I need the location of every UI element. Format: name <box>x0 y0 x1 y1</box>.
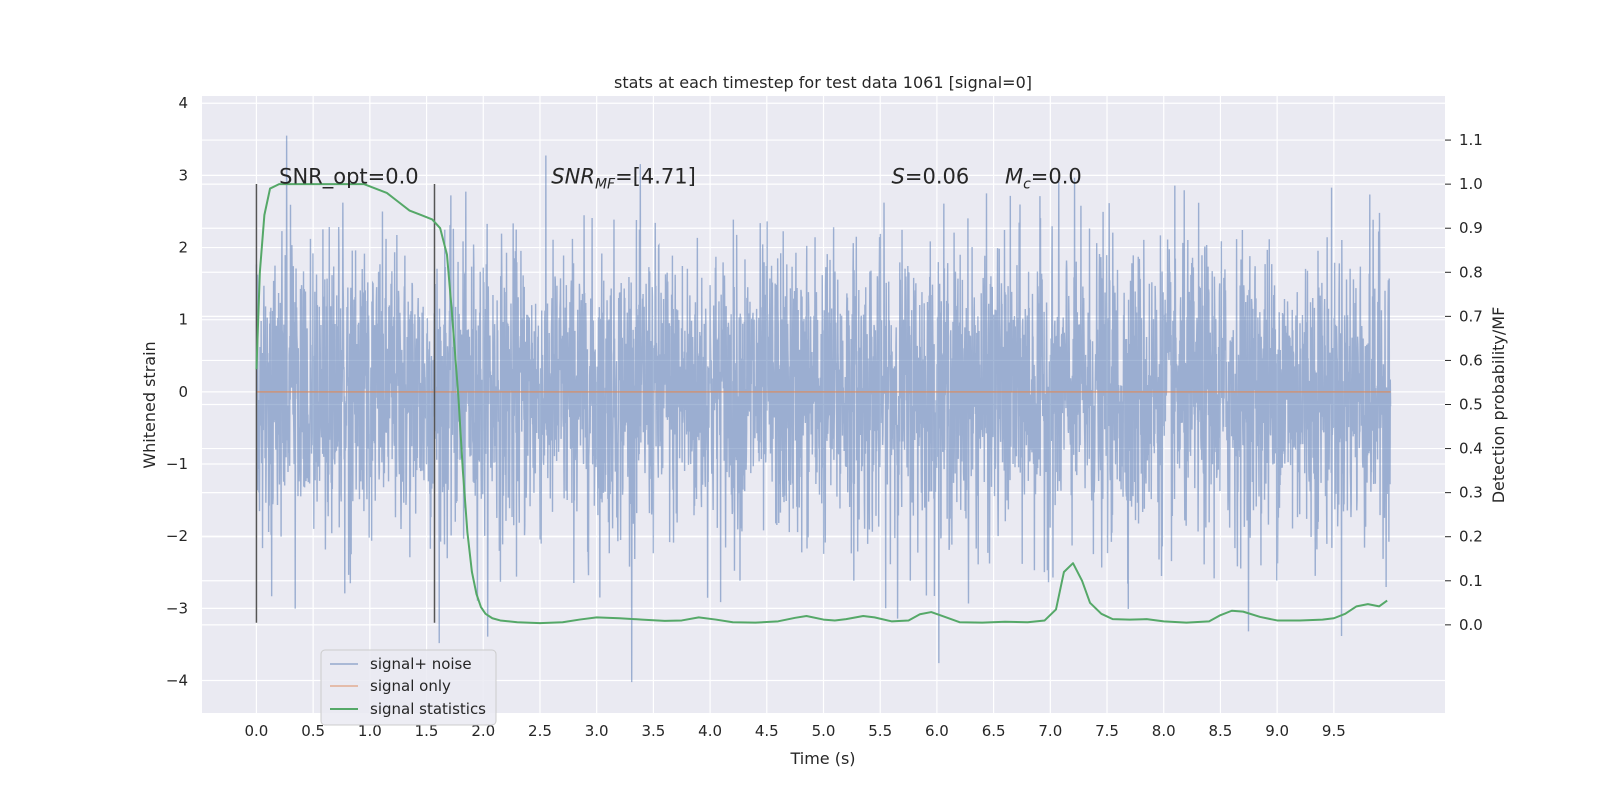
y2-tick-label: 1.1 <box>1459 131 1483 149</box>
y2-tick-label: 0.0 <box>1459 616 1483 634</box>
x-tick-label: 3.5 <box>641 722 665 740</box>
legend: signal+ noise signal only signal statist… <box>320 649 497 726</box>
y2-tick-label: 0.7 <box>1459 307 1483 325</box>
x-tick-label: 3.0 <box>585 722 609 740</box>
y-tick-label: 1 <box>178 311 188 329</box>
x-tick-label: 0.0 <box>245 722 269 740</box>
y-tick-label: −4 <box>166 672 188 690</box>
y2-tick-label: 0.6 <box>1459 351 1483 369</box>
x-tick-label: 7.5 <box>1095 722 1119 740</box>
annotation-0: SNR_opt=0.0 <box>279 164 419 189</box>
x-tick-label: 1.0 <box>358 722 382 740</box>
vertical-markers <box>255 184 436 623</box>
legend-label-noise: signal+ noise <box>370 655 472 673</box>
x-tick-label: 5.5 <box>868 722 892 740</box>
signal-statistics-line <box>255 183 1388 625</box>
y2-tick-label: 0.8 <box>1459 263 1483 281</box>
y2-tick-label: 0.4 <box>1459 440 1483 458</box>
y2-tick-label: 0.5 <box>1459 396 1483 414</box>
x-tick-label: 4.0 <box>698 722 722 740</box>
x-tick-label: 2.5 <box>528 722 552 740</box>
y-tick-label: −1 <box>166 455 188 473</box>
annotation-2: S=0.06 <box>892 164 970 188</box>
x-tick-label: 9.0 <box>1265 722 1289 740</box>
x-tick-label: 0.5 <box>301 722 325 740</box>
x-axis-label: Time (s) <box>789 749 855 768</box>
x-tick-label: 5.0 <box>812 722 836 740</box>
x-tick-label: 6.0 <box>925 722 949 740</box>
x-tick-label: 4.5 <box>755 722 779 740</box>
x-axis-ticks: 0.0 0.5 1.0 1.5 2.0 2.5 3.0 3.5 4.0 4.5 5.0 5.5 6.0 6… <box>245 722 1346 740</box>
y2-tick-label: 1.0 <box>1459 175 1483 193</box>
y-axis-ticks: −4 −3 −2 −1 0 1 2 3 4 <box>166 94 188 689</box>
y2-tick-label: 0.2 <box>1459 528 1483 546</box>
y-tick-label: 3 <box>178 166 188 184</box>
y-tick-label: −3 <box>166 599 188 617</box>
x-tick-label: 7.0 <box>1038 722 1062 740</box>
x-tick-label: 2.0 <box>471 722 495 740</box>
noise-line <box>255 135 1392 683</box>
legend-box <box>320 649 497 726</box>
x-tick-label: 6.5 <box>982 722 1006 740</box>
y2-axis-ticks: 0.0 0.1 0.2 0.3 0.4 0.5 0.6 0.7 0.8 0.9 1.0 1.1 <box>1445 131 1483 634</box>
annotation-3: Mc=0.0 <box>1005 164 1082 192</box>
y-tick-label: −2 <box>166 527 188 545</box>
x-tick-label: 1.5 <box>415 722 439 740</box>
series-signal-statistics <box>255 183 1388 625</box>
y-tick-label: 2 <box>178 239 188 257</box>
y-tick-label: 0 <box>178 383 188 401</box>
annotation-1: SNRMF=[4.71] <box>551 164 696 192</box>
chart-title: stats at each timestep for test data 106… <box>614 73 1032 92</box>
annotations: SNR_opt=0.0 SNRMF=[4.71] S=0.06 Mc=0.0 <box>279 164 1082 192</box>
legend-label-signal: signal only <box>370 677 451 695</box>
y2-tick-label: 0.3 <box>1459 484 1483 502</box>
x-tick-label: 9.5 <box>1322 722 1346 740</box>
legend-label-stats: signal statistics <box>370 700 486 718</box>
y2-tick-label: 0.9 <box>1459 219 1483 237</box>
y2-tick-label: 0.1 <box>1459 572 1483 590</box>
y2-axis-label: Detection probability/MF <box>1489 307 1508 504</box>
y-tick-label: 4 <box>178 94 188 112</box>
x-tick-label: 8.0 <box>1152 722 1176 740</box>
series-signal-noise <box>255 135 1392 683</box>
y-axis-label: Whitened strain <box>140 341 159 468</box>
x-tick-label: 8.5 <box>1209 722 1233 740</box>
